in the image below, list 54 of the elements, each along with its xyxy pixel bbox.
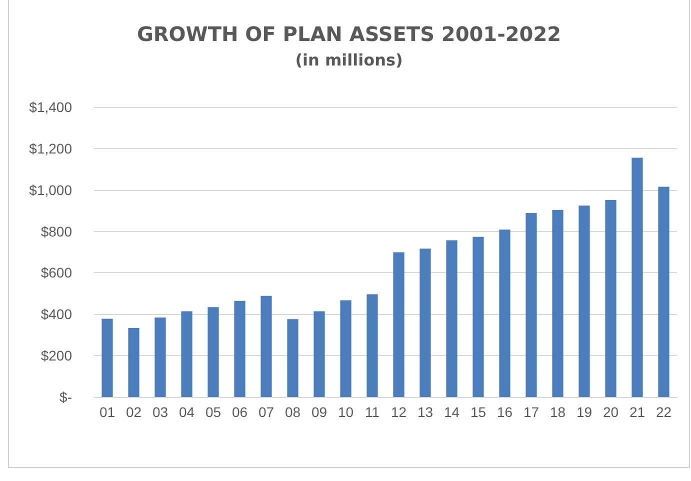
chart-title: GROWTH OF PLAN ASSETS 2001-2022 [136,22,562,46]
bar [526,213,537,397]
x-tick-label: 11 [364,404,380,420]
bar [234,300,246,397]
x-tick-label: 04 [178,404,195,420]
bar [420,248,431,397]
x-tick-label: 16 [496,404,513,420]
x-tick-label: 18 [550,404,566,420]
bar [128,328,140,397]
x-tick-label: 03 [152,404,168,420]
bar [287,319,298,397]
bar [658,186,670,397]
y-tick-label: $600 [40,264,72,281]
bar [366,294,378,397]
bar [340,300,352,397]
x-tick-label: 21 [629,404,646,420]
x-tick-label: 10 [338,404,354,420]
bar [605,200,616,397]
bar [552,210,564,397]
y-tick-label: $1,200 [29,140,72,156]
y-tick-label: $- [60,389,72,405]
bar [260,296,272,397]
bar [102,318,113,397]
bar [181,311,192,397]
x-tick-label: 19 [576,404,592,420]
x-tick-label: 07 [258,404,274,420]
x-tick-label: 02 [126,404,142,420]
bar [632,158,643,397]
y-tick-label: $1,000 [29,182,72,198]
bar [154,317,166,397]
y-tick-label: $400 [40,306,72,322]
x-tick-label: 15 [470,404,486,420]
bar [393,252,404,397]
y-tick-label: $1,400 [29,99,72,115]
bar [499,230,510,397]
x-tick-label: 17 [523,404,540,420]
x-tick-label: 12 [390,404,407,420]
x-tick-label: 20 [602,404,619,420]
x-tick-label: 14 [444,404,460,420]
bar [314,311,325,397]
x-tick-label: 09 [311,404,328,420]
bar [446,240,458,397]
chart-subtitle: (in millions) [295,50,403,70]
x-tick-label: 01 [99,404,116,420]
x-tick-label: 05 [205,404,222,420]
y-tick-label: $200 [40,348,72,364]
x-tick-label: 13 [417,404,434,420]
x-tick-label: 06 [232,404,248,420]
bar [472,236,484,397]
x-tick-label: 08 [284,404,301,420]
bar [578,206,590,397]
y-tick-label: $800 [40,223,72,240]
bar [208,307,219,397]
x-tick-label: 22 [656,404,672,420]
